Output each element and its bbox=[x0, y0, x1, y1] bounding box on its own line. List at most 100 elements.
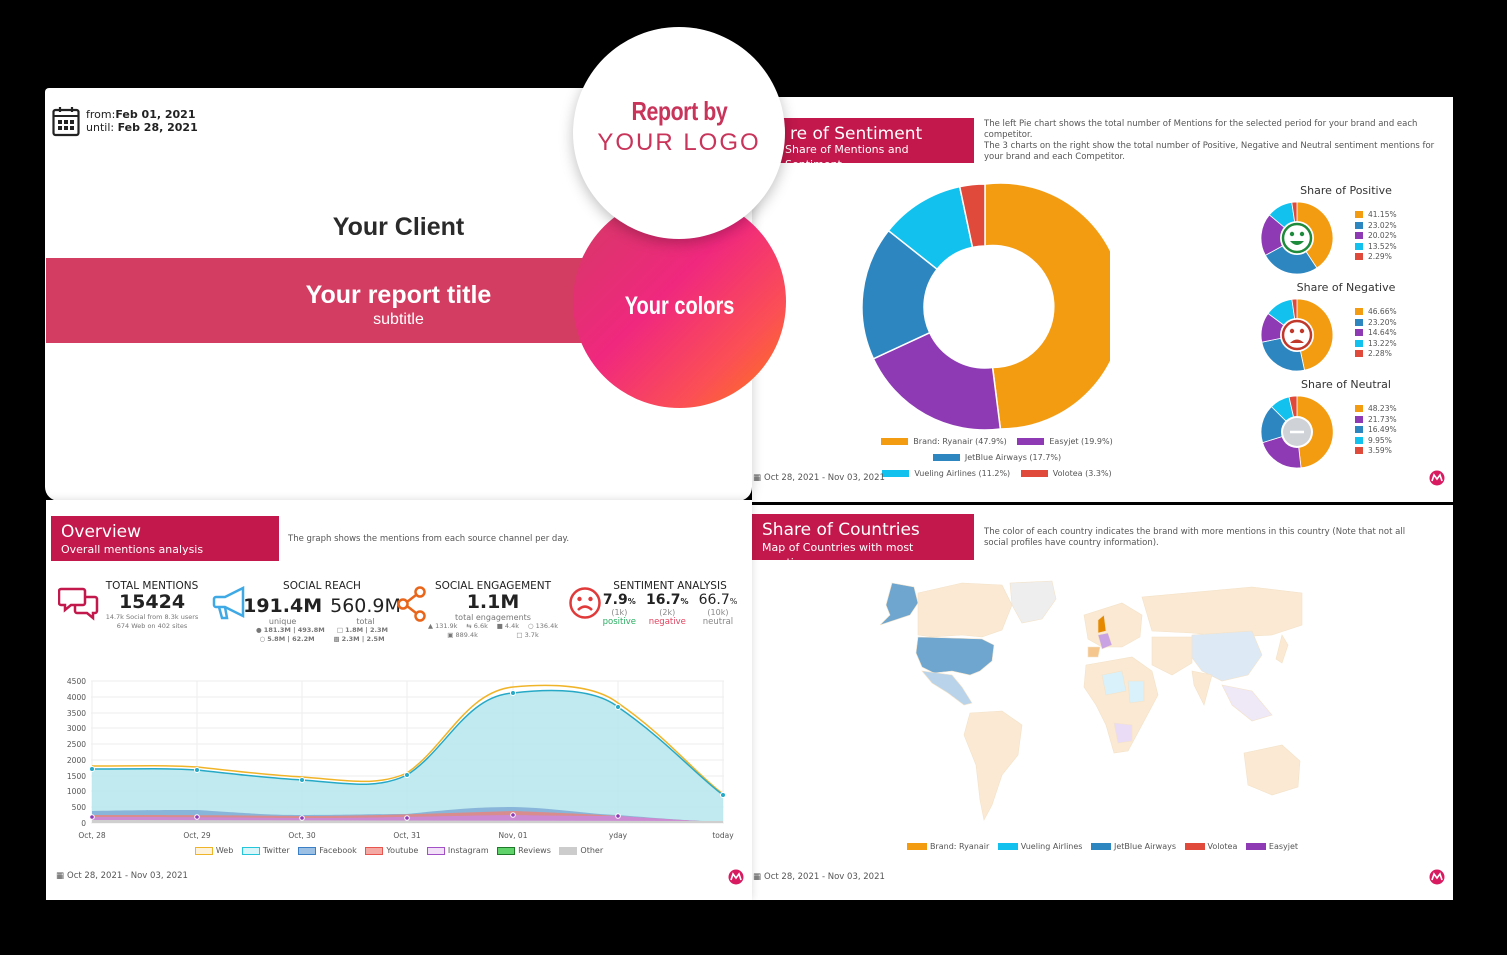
neutral-donut bbox=[1260, 395, 1334, 469]
section-header: Overview Overall mentions analysis bbox=[51, 516, 279, 561]
svg-text:0: 0 bbox=[81, 819, 86, 828]
neutral-legend: 48.23% 21.73% 16.49% 9.95% 3.59% bbox=[1355, 404, 1397, 457]
calendar-icon: ▦ bbox=[753, 473, 762, 483]
mini-chart-title: Share of Positive bbox=[1300, 184, 1392, 197]
section-description: The color of each country indicates the … bbox=[984, 527, 1406, 548]
chart-legend: Web Twitter Facebook Youtube Instagram R… bbox=[46, 846, 752, 857]
slice-volotea bbox=[958, 183, 986, 249]
svg-text:1000: 1000 bbox=[67, 787, 86, 796]
legend-item-other[interactable]: Other bbox=[559, 846, 603, 855]
your-logo-label: YOUR LOGO bbox=[597, 128, 761, 156]
svg-text:Oct, 29: Oct, 29 bbox=[183, 831, 211, 840]
legend-item-easyjet[interactable]: Easyjet bbox=[1245, 842, 1298, 851]
svg-text:4500: 4500 bbox=[67, 677, 86, 686]
share-of-negative: Share of Negative 46.66% 23.20% bbox=[1259, 281, 1449, 372]
calendar-icon bbox=[52, 107, 80, 137]
client-name: Your Client bbox=[332, 213, 465, 241]
section-subtitle: Map of Countries with most mentions bbox=[762, 541, 914, 569]
donut-legend: Brand: Ryanair (47.9%) Easyjet (19.9%) J… bbox=[812, 434, 1182, 482]
positive-legend: 41.15% 23.02% 20.02% 13.52% 2.29% bbox=[1355, 210, 1397, 263]
slice-easyjet bbox=[872, 331, 1002, 431]
until-date: Feb 28, 2021 bbox=[117, 121, 198, 134]
world-map bbox=[879, 580, 1303, 821]
legend-item-vueling[interactable]: Vueling Airlines bbox=[997, 842, 1082, 851]
mini-chart-title: Share of Negative bbox=[1296, 281, 1396, 294]
brand-logo-icon bbox=[728, 869, 744, 885]
report-by-label: Report by bbox=[631, 95, 727, 126]
share-of-neutral: Share of Neutral 48.23% 21.73% 16.49% 9.… bbox=[1259, 378, 1449, 469]
section-description: The left Pie chart shows the total numbe… bbox=[984, 119, 1435, 162]
brand-logo-icon bbox=[1429, 470, 1445, 486]
footer-date: ▦ Oct 28, 2021 - Nov 03, 2021 bbox=[753, 473, 885, 483]
smile-icon bbox=[1281, 222, 1313, 254]
megaphone-icon bbox=[212, 586, 245, 620]
section-header: Share of Countries Map of Countries with… bbox=[752, 514, 974, 569]
calendar-icon: ▦ bbox=[753, 872, 762, 882]
frown-icon bbox=[1281, 319, 1313, 351]
from-label: from: bbox=[86, 108, 116, 121]
overview-page: Overview Overall mentions analysis The g… bbox=[46, 500, 752, 900]
section-title: Share of Countries bbox=[762, 520, 920, 540]
svg-text:today: today bbox=[712, 831, 734, 840]
mentions-area-chart: 4500 4000 3500 3000 2500 2000 1500 1000 500 0 bbox=[67, 677, 734, 840]
kpi-sentiment-analysis: SENTIMENT ANALYSIS 7.9% (1k) positive 16… bbox=[602, 580, 738, 627]
sentiment-neutral: 66.7% (10k) neutral bbox=[698, 592, 738, 627]
legend-item-jetblue[interactable]: JetBlue Airways bbox=[1091, 842, 1176, 851]
legend-item[interactable]: Brand: Ryanair (47.9%) bbox=[881, 434, 1007, 449]
mentions-donut-chart bbox=[861, 182, 1110, 431]
section-header: re of Sentiment Share of Mentions and Se… bbox=[780, 118, 974, 171]
footer-date: ▦ Oct 28, 2021 - Nov 03, 2021 bbox=[753, 872, 885, 882]
legend-item-web[interactable]: Web bbox=[194, 846, 233, 855]
share-of-sentiment-page: re of Sentiment Share of Mentions and Se… bbox=[752, 97, 1453, 502]
legend-item-reviews[interactable]: Reviews bbox=[497, 846, 551, 855]
colors-label: Your colors bbox=[624, 292, 735, 320]
section-description: The graph shows the mentions from each s… bbox=[288, 534, 570, 544]
map-legend: Brand: Ryanair Vueling Airlines JetBlue … bbox=[752, 842, 1453, 852]
svg-text:500: 500 bbox=[72, 803, 87, 812]
share-of-countries-page: Share of Countries Map of Countries with… bbox=[752, 505, 1453, 900]
brand-logo-icon bbox=[1429, 869, 1445, 885]
logo-bubble: Report by YOUR LOGO bbox=[573, 27, 785, 239]
negative-legend: 46.66% 23.20% 14.64% 13.22% 2.28% bbox=[1355, 307, 1397, 360]
legend-item[interactable]: JetBlue Airways (17.7%) bbox=[932, 450, 1061, 465]
legend-item-twitter[interactable]: Twitter bbox=[241, 846, 290, 855]
legend-item-youtube[interactable]: Youtube bbox=[365, 846, 418, 855]
slice-ryanair bbox=[984, 182, 1110, 430]
report-subtitle: subtitle bbox=[373, 311, 424, 328]
svg-text:3500: 3500 bbox=[67, 709, 86, 718]
legend-item-ryanair[interactable]: Brand: Ryanair bbox=[906, 842, 989, 851]
svg-text:Oct, 31: Oct, 31 bbox=[393, 831, 421, 840]
svg-text:Nov, 01: Nov, 01 bbox=[499, 831, 528, 840]
negative-donut bbox=[1260, 298, 1334, 372]
mini-chart-title: Share of Neutral bbox=[1301, 378, 1391, 391]
svg-text:Oct, 30: Oct, 30 bbox=[288, 831, 316, 840]
sentiment-positive: 7.9% (1k) positive bbox=[602, 592, 636, 627]
legend-item-instagram[interactable]: Instagram bbox=[426, 846, 489, 855]
share-icon bbox=[397, 586, 426, 622]
from-date: Feb 01, 2021 bbox=[115, 108, 196, 121]
legend-item-facebook[interactable]: Facebook bbox=[298, 846, 357, 855]
legend-item[interactable]: Vueling Airlines (11.2%) bbox=[882, 466, 1010, 481]
chat-bubbles-icon bbox=[58, 587, 99, 621]
section-subtitle: Overall mentions analysis bbox=[61, 543, 204, 556]
svg-text:3000: 3000 bbox=[67, 724, 86, 733]
share-of-positive: Share of Positive 41.15% 23.02% bbox=[1259, 184, 1449, 275]
report-title: Your report title bbox=[305, 281, 492, 309]
kpi-social-engagement: SOCIAL ENGAGEMENT 1.1M total engagements… bbox=[428, 580, 558, 639]
positive-donut bbox=[1260, 201, 1334, 275]
kpi-total-mentions: TOTAL MENTIONS 15424 14.7k Social from 8… bbox=[105, 580, 199, 630]
footer-date: ▦ Oct 28, 2021 - Nov 03, 2021 bbox=[56, 871, 188, 881]
svg-text:2500: 2500 bbox=[67, 740, 86, 749]
until-label: until: bbox=[86, 121, 115, 134]
sentiment-negative: 16.7% (2k) negative bbox=[646, 592, 689, 627]
calendar-icon: ▦ bbox=[56, 871, 65, 881]
legend-item-volotea[interactable]: Volotea bbox=[1184, 842, 1237, 851]
legend-item[interactable]: Easyjet (19.9%) bbox=[1017, 434, 1113, 449]
svg-text:Oct, 28: Oct, 28 bbox=[78, 831, 106, 840]
section-subtitle: Share of Mentions and Sentiment bbox=[785, 143, 909, 171]
sad-face-icon bbox=[569, 587, 601, 619]
title-band: Your report title subtitle bbox=[46, 258, 606, 343]
section-title: Overview bbox=[61, 522, 142, 542]
legend-item[interactable]: Volotea (3.3%) bbox=[1020, 466, 1112, 481]
